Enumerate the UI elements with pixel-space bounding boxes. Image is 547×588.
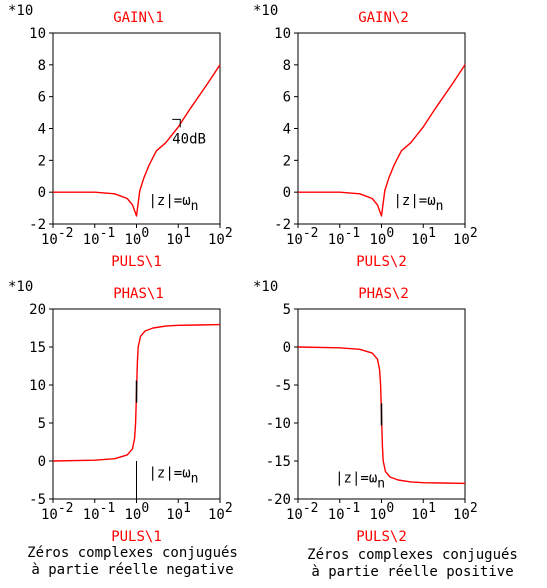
y-tick-label: 15 <box>29 340 46 356</box>
chart-title: GAIN\1 <box>113 10 164 26</box>
y-tick-label: 10 <box>29 378 46 394</box>
y-tick-label: 0 <box>283 340 291 356</box>
y-multiplier-label: *10 <box>8 279 33 295</box>
y-tick-label: -15 <box>266 454 291 470</box>
y-tick-label: 0 <box>283 185 291 201</box>
x-tick-label: 100 <box>370 226 395 248</box>
y-tick-label: 6 <box>38 90 46 106</box>
chart-title: PHAS\2 <box>358 286 409 302</box>
caption-left-line2: à partie réelle negative <box>31 562 234 578</box>
x-tick-label: 100 <box>125 501 150 523</box>
x-tick-label: 101 <box>166 226 191 248</box>
magnitude-annotation: |z|=ωn <box>394 193 444 214</box>
y-tick-label: 10 <box>29 26 46 42</box>
y-tick-label: 2 <box>283 153 291 169</box>
x-tick-label: 100 <box>125 226 150 248</box>
y-tick-label: -20 <box>266 492 291 508</box>
caption-right-line2: à partie réelle positive <box>311 564 514 580</box>
y-tick-label: -10 <box>266 416 291 432</box>
y-tick-label: 8 <box>38 58 46 74</box>
plot-frame <box>297 32 466 225</box>
magnitude-annotation: |z|=ωn <box>335 471 385 492</box>
y-multiplier-label: *10 <box>253 3 278 19</box>
magnitude-annotation: |z|=ωn <box>149 465 199 486</box>
y-multiplier-label: *10 <box>8 3 33 19</box>
y-tick-label: 2 <box>38 153 46 169</box>
chart-title: GAIN\2 <box>358 10 409 26</box>
series-line <box>52 323 221 462</box>
slope-mark <box>172 118 181 128</box>
x-tick-label: 10-1 <box>83 501 116 523</box>
y-tick-label: -5 <box>29 492 46 508</box>
series-line <box>297 346 466 485</box>
x-tick-label: 102 <box>208 501 233 523</box>
slope-annotation: 40dB <box>172 131 206 147</box>
x-tick-label: 101 <box>166 501 191 523</box>
series-line <box>298 64 466 217</box>
x-tick-label: 102 <box>453 226 478 248</box>
y-tick-label: 5 <box>283 302 291 318</box>
y-tick-label: 20 <box>29 302 46 318</box>
x-tick-label: 10-1 <box>328 226 361 248</box>
chart-title: PHAS\1 <box>113 286 164 302</box>
magnitude-annotation: |z|=ωn <box>149 193 199 214</box>
y-tick-label: -2 <box>274 217 291 233</box>
plot-frame <box>52 32 221 225</box>
y-tick-label: 5 <box>38 416 46 432</box>
x-axis-label: PULS\2 <box>356 254 407 270</box>
y-tick-label: 10 <box>274 26 291 42</box>
series-line <box>53 64 221 217</box>
x-tick-label: 102 <box>453 501 478 523</box>
x-axis-label: PULS\2 <box>356 529 407 545</box>
y-tick-label: 0 <box>38 185 46 201</box>
y-tick-label: -2 <box>29 217 46 233</box>
y-multiplier-label: *10 <box>253 279 278 295</box>
x-axis-label: PULS\1 <box>111 254 162 270</box>
y-tick-label: 6 <box>283 90 291 106</box>
x-axis-label: PULS\1 <box>111 529 162 545</box>
caption-left-line1: Zéros complexes conjugués <box>27 545 238 561</box>
y-tick-label: -5 <box>274 378 291 394</box>
y-tick-label: 0 <box>38 454 46 470</box>
x-tick-label: 101 <box>411 226 436 248</box>
y-tick-label: 4 <box>283 122 291 138</box>
y-tick-label: 8 <box>283 58 291 74</box>
x-tick-label: 10-1 <box>83 226 116 248</box>
x-tick-label: 100 <box>370 501 395 523</box>
x-tick-label: 101 <box>411 501 436 523</box>
caption-right-line1: Zéros complexes conjugués <box>307 547 518 563</box>
x-tick-label: 10-1 <box>328 501 361 523</box>
y-tick-label: 4 <box>38 122 46 138</box>
x-tick-label: 102 <box>208 226 233 248</box>
